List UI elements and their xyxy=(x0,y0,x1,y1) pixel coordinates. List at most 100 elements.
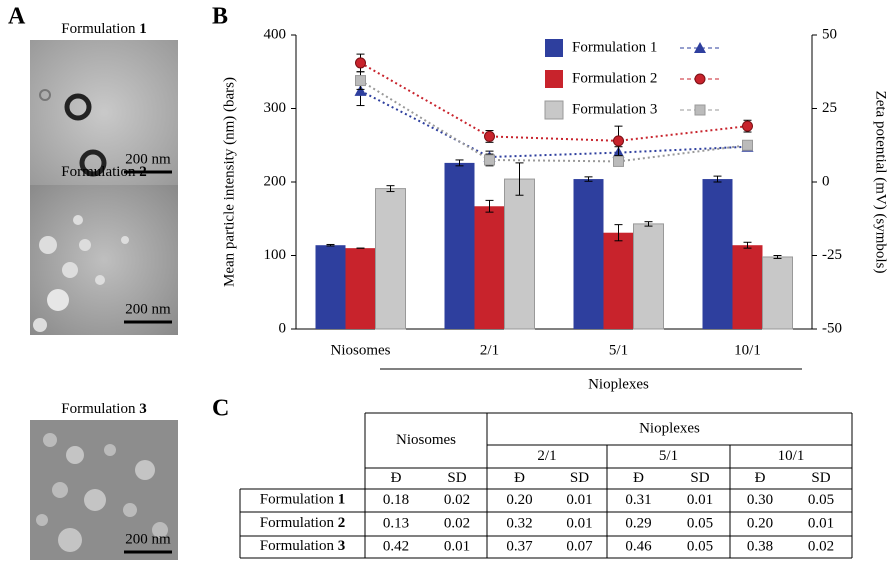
table-cell: 0.02 xyxy=(444,492,470,508)
legend-label: Formulation 3 xyxy=(572,101,657,117)
label-text: Formulation xyxy=(61,21,136,37)
bar xyxy=(345,248,376,329)
table-header: Đ xyxy=(391,470,402,486)
error-bar xyxy=(584,176,593,182)
label-number: 1 xyxy=(338,492,346,508)
bar xyxy=(702,179,733,329)
label: Formulation 1 xyxy=(260,492,345,508)
zeta-line xyxy=(359,79,748,163)
label: Formulation 3 xyxy=(260,538,345,554)
label-number: 3 xyxy=(338,538,346,554)
y-tick-label: 200 xyxy=(264,173,287,189)
label: Formulation 2 xyxy=(61,164,146,180)
label: Formulation 2 xyxy=(260,515,345,531)
marker xyxy=(484,154,495,166)
table-cell: 0.05 xyxy=(808,492,834,508)
label-number: 2 xyxy=(338,515,346,531)
bar xyxy=(444,162,475,329)
table-cell: 0.02 xyxy=(444,515,470,531)
x-tick-label: 5/1 xyxy=(609,342,628,358)
x-tick-label: Niosomes xyxy=(331,342,391,358)
micrograph xyxy=(30,40,178,185)
micrograph xyxy=(30,185,178,335)
table-cell: 0.38 xyxy=(747,538,773,554)
table-cell: 0.01 xyxy=(566,492,592,508)
x-tick-label: 10/1 xyxy=(734,342,761,358)
label: Formulation 3 xyxy=(61,401,146,417)
error-bar xyxy=(773,255,782,259)
table-header: Đ xyxy=(514,470,525,486)
label-text: Formulation xyxy=(260,515,335,531)
table-header: 2/1 xyxy=(537,448,556,464)
bar xyxy=(573,179,604,329)
table-cell: 0.07 xyxy=(566,538,593,554)
table-header: SD xyxy=(811,470,830,486)
table-cell: 0.29 xyxy=(625,515,651,531)
table-cell: 0.30 xyxy=(747,492,773,508)
label-number: 2 xyxy=(139,164,147,180)
table-cell: 0.13 xyxy=(383,515,409,531)
table-cell: 0.37 xyxy=(506,538,533,554)
label-text: Formulation xyxy=(260,492,335,508)
y-tick-label: 400 xyxy=(264,26,287,42)
y-tick-label: 100 xyxy=(264,247,287,263)
table-cell: 0.42 xyxy=(383,538,409,554)
table-cell: 0.31 xyxy=(625,492,651,508)
marker xyxy=(742,139,753,151)
legend-swatch xyxy=(545,70,563,88)
error-bar xyxy=(614,224,623,242)
error-bar xyxy=(644,221,653,227)
label-text: Formulation xyxy=(260,538,335,554)
bar xyxy=(732,245,763,329)
scale-bar-label: 200 nm xyxy=(125,301,171,317)
y2-tick-label: 0 xyxy=(822,173,830,189)
legend-swatch xyxy=(545,39,563,57)
table-cell: 0.46 xyxy=(625,538,652,554)
panel-label: A xyxy=(8,4,26,30)
y2-tick-label: -25 xyxy=(822,247,842,263)
table-header: Đ xyxy=(633,470,644,486)
table-cell: 0.01 xyxy=(808,515,834,531)
legend-label: Formulation 1 xyxy=(572,39,657,55)
table-cell: 0.32 xyxy=(506,515,532,531)
scale-bar-label: 200 nm xyxy=(125,531,171,547)
y2-tick-label: -50 xyxy=(822,320,842,336)
bar xyxy=(762,256,793,330)
legend-label: Formulation 2 xyxy=(572,70,657,86)
table-cell: 0.01 xyxy=(566,515,592,531)
error-bar xyxy=(386,185,395,193)
table-cell: 0.18 xyxy=(383,492,409,508)
label-text: Formulation xyxy=(61,164,136,180)
table-header: SD xyxy=(690,470,709,486)
table-header: SD xyxy=(447,470,466,486)
marker xyxy=(484,130,495,142)
marker xyxy=(613,135,624,147)
table-cell: 0.01 xyxy=(687,492,713,508)
label-number: 3 xyxy=(139,401,147,417)
table-cell: 0.05 xyxy=(687,538,713,554)
marker xyxy=(355,57,366,69)
error-bar xyxy=(455,159,464,167)
scale-bar-label: 200 nm xyxy=(125,151,171,167)
y2-tick-label: 25 xyxy=(822,100,837,116)
label-text: Formulation xyxy=(61,401,136,417)
label-number: 1 xyxy=(139,21,147,37)
marker xyxy=(694,104,706,116)
y2-axis-label: Zeta potential (mV) (symbols) xyxy=(873,91,889,274)
legend-swatch xyxy=(544,100,564,120)
marker xyxy=(613,155,624,167)
error-bar xyxy=(485,199,494,213)
bar xyxy=(633,223,664,330)
error-bar xyxy=(713,175,722,183)
y-tick-label: 0 xyxy=(279,320,287,336)
error-bar xyxy=(515,162,524,196)
table-header: Đ xyxy=(755,470,766,486)
group-label: Nioplexes xyxy=(588,376,649,392)
bar xyxy=(315,245,346,329)
panel-label: C xyxy=(212,396,229,422)
label: Formulation 1 xyxy=(61,21,146,37)
micrograph xyxy=(30,420,178,560)
bar xyxy=(504,178,535,330)
y-tick-label: 300 xyxy=(264,100,287,116)
